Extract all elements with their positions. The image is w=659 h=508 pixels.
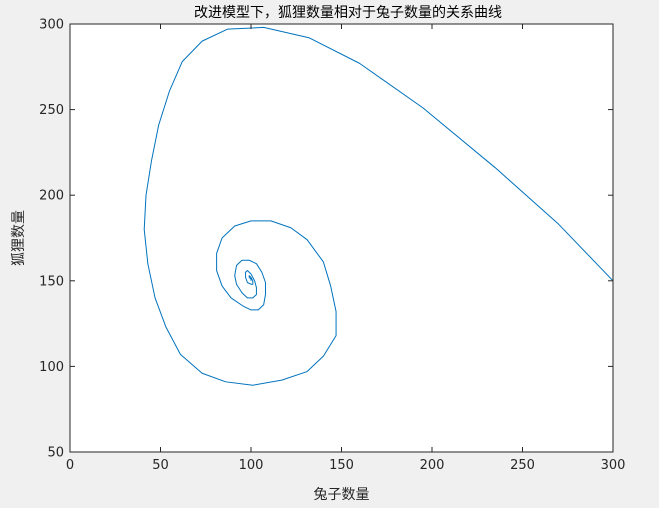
y-tick-label: 150 — [39, 274, 64, 289]
x-tick-label: 100 — [239, 458, 264, 473]
y-tick-label: 300 — [39, 18, 64, 33]
y-tick-label: 250 — [39, 103, 64, 118]
x-tick-label: 150 — [329, 458, 354, 473]
y-tick-label: 200 — [39, 189, 64, 204]
x-axis-label: 兔子数量 — [314, 487, 370, 503]
x-axis-ticks: 0 50 100 150 200 250 300 — [66, 24, 626, 473]
y-axis-label: 狐狸数量 — [11, 210, 27, 266]
y-tick-label: 50 — [47, 446, 64, 461]
x-tick-label: 300 — [601, 458, 626, 473]
series-line-0 — [143, 26, 614, 386]
x-tick-label: 250 — [510, 458, 535, 473]
series-layer — [143, 26, 614, 386]
plot-area — [70, 24, 613, 452]
x-tick-label: 200 — [420, 458, 445, 473]
chart-title: 改进模型下，狐狸数量相对于兔子数量的关系曲线 — [194, 5, 502, 21]
x-tick-label: 50 — [152, 458, 169, 473]
y-axis-ticks: 50 100 150 200 250 300 — [39, 18, 613, 461]
x-tick-label: 0 — [66, 458, 74, 473]
y-tick-label: 100 — [39, 360, 64, 375]
